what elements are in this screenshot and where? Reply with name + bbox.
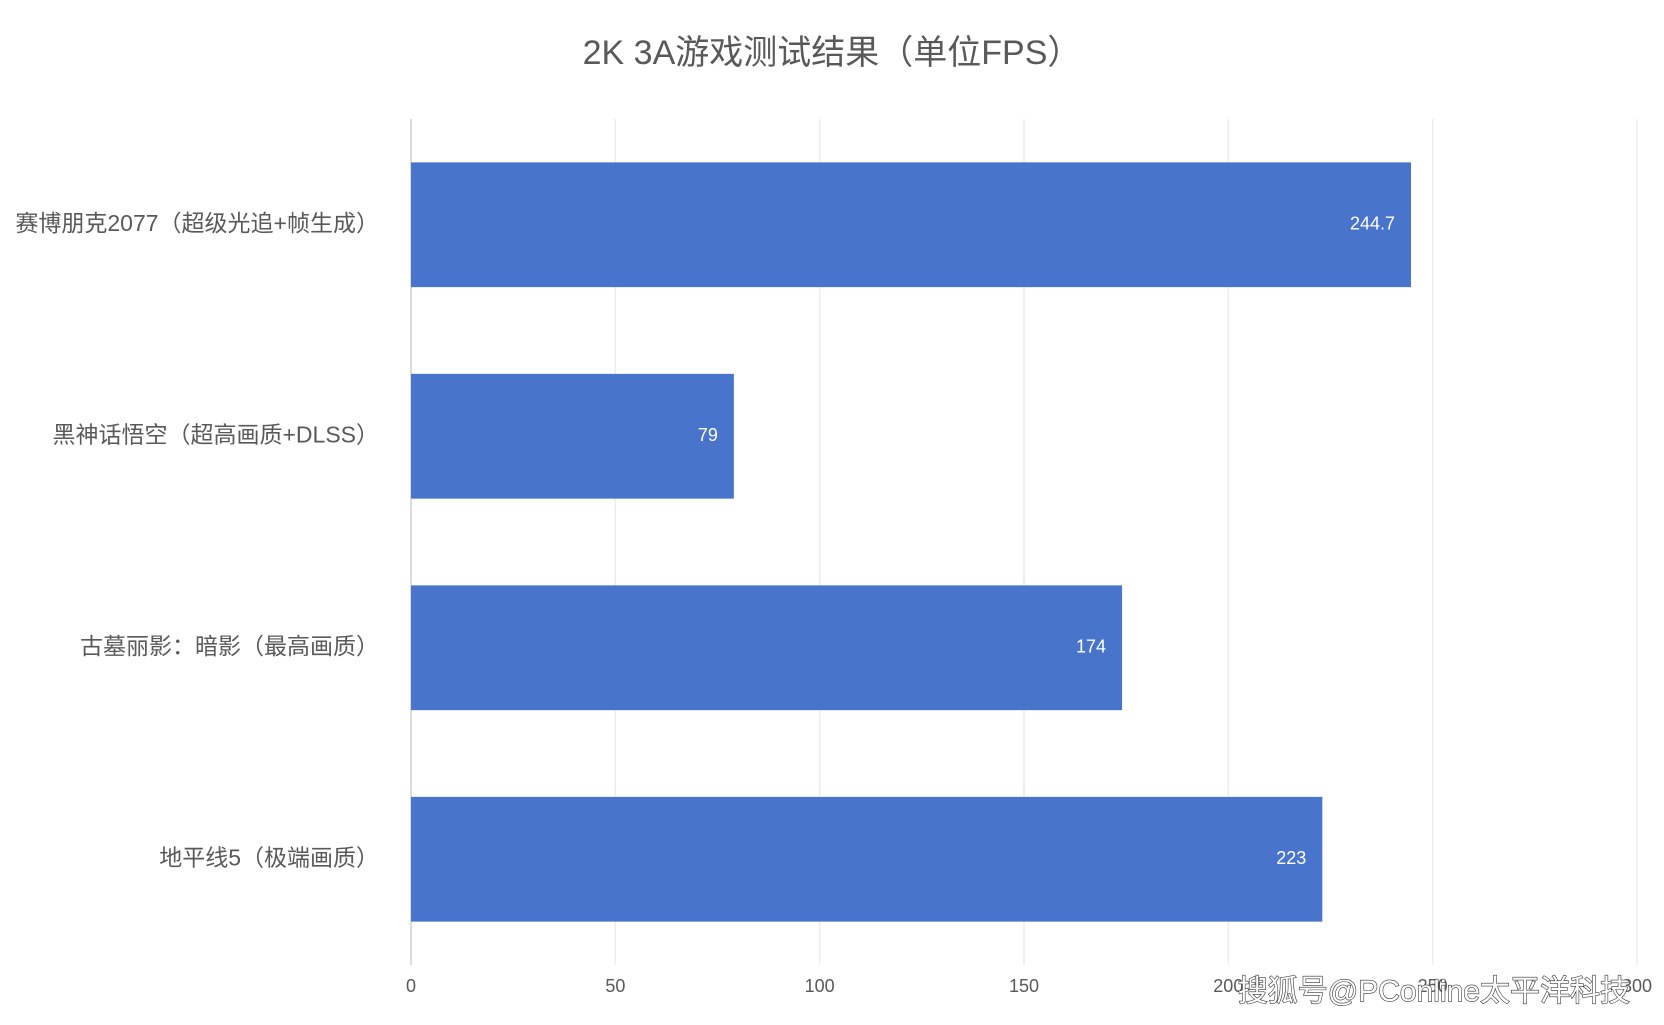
x-tick-label: 150 (1009, 976, 1039, 996)
value-label: 79 (698, 425, 718, 445)
value-label: 244.7 (1350, 214, 1395, 234)
x-tick-label: 250 (1418, 976, 1448, 996)
y-tick-label: 赛博朋克2077（超级光追+帧生成） (15, 210, 379, 236)
watermark: 搜狐号@PConline太平洋科技 (1238, 975, 1630, 1008)
x-tick-label: 100 (805, 976, 835, 996)
x-tick-label: 50 (605, 976, 625, 996)
bar (411, 585, 1123, 711)
x-tick-label: 0 (406, 976, 416, 996)
y-tick-label: 黑神话悟空（超高画质+DLSS） (52, 421, 379, 447)
chart-title: 2K 3A游戏测试结果（单位FPS） (583, 34, 1082, 72)
x-tick-label: 200 (1213, 976, 1243, 996)
bar (411, 796, 1323, 922)
value-label: 174 (1076, 637, 1106, 657)
x-tick-label: 300 (1622, 976, 1652, 996)
y-tick-label: 古墓丽影：暗影（最高画质） (80, 633, 379, 659)
bar (411, 162, 1412, 288)
y-tick-label: 地平线5（极端画质） (159, 844, 379, 870)
value-label: 223 (1276, 848, 1306, 868)
bar (411, 373, 734, 499)
